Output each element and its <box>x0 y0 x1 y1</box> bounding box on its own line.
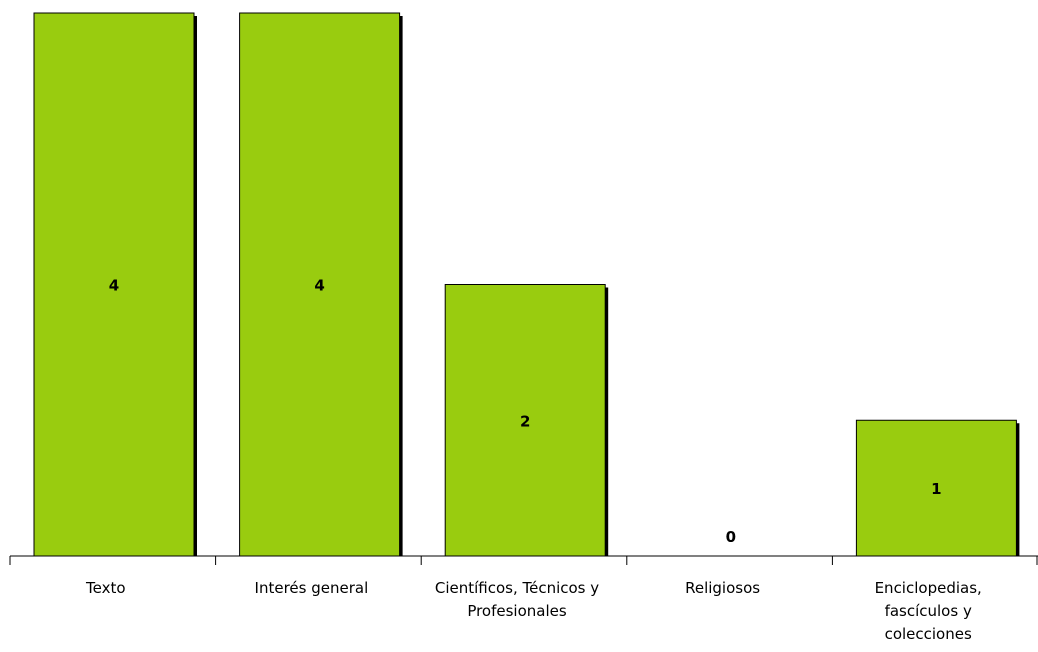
category-label-line: Enciclopedias, <box>875 579 982 597</box>
data-label: 4 <box>109 277 119 295</box>
bars-group: 4 4 2 0 1 <box>33 12 1020 557</box>
bar <box>33 12 195 557</box>
category-label-line: Profesionales <box>467 602 567 620</box>
category-label: Científicos, Técnicos y Profesionales <box>435 579 599 620</box>
category-label-line: Científicos, Técnicos y <box>435 579 599 597</box>
data-label: 1 <box>931 480 941 498</box>
x-axis <box>9 555 1038 565</box>
category-label: Interés general <box>255 579 369 597</box>
category-labels: Texto Interés general Científicos, Técnico… <box>85 579 982 643</box>
category-label-line: fascículos y <box>885 602 972 620</box>
category-label: Texto <box>85 579 126 597</box>
category-label: Religiosos <box>685 579 760 597</box>
bar <box>855 419 1017 557</box>
data-label: 2 <box>520 412 530 430</box>
category-label-line: Religiosos <box>685 579 760 597</box>
category-label-line: Interés general <box>255 579 369 597</box>
category-label-line: Texto <box>85 579 126 597</box>
data-label: 4 <box>314 277 324 295</box>
data-label: 0 <box>726 528 736 546</box>
category-label: Enciclopedias, fascículos y colecciones <box>875 579 982 643</box>
bar <box>239 12 401 557</box>
category-label-line: colecciones <box>885 625 972 643</box>
